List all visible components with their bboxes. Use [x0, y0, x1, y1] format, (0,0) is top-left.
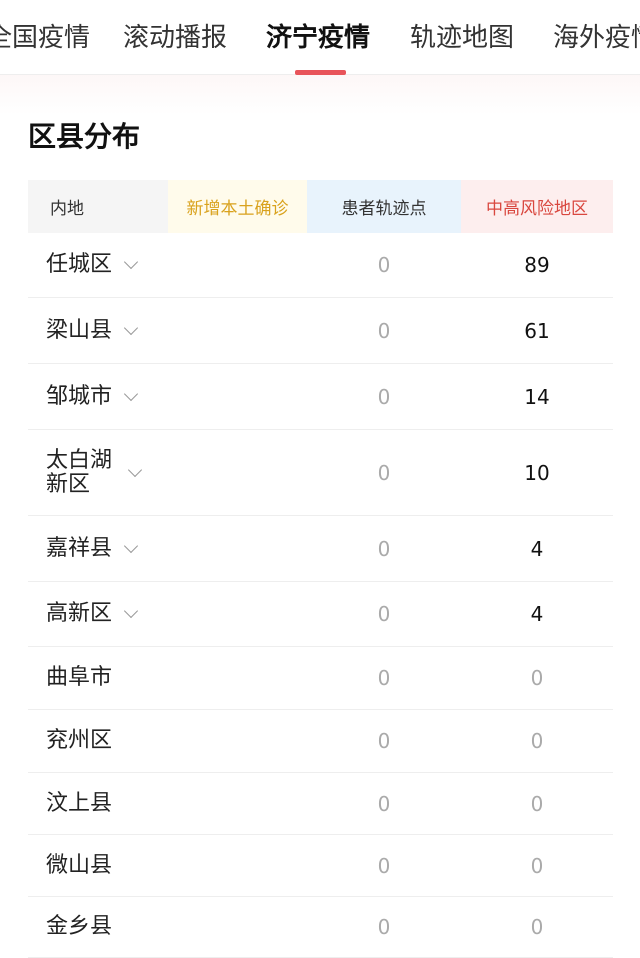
- tab-bar: 全国疫情 滚动播报 济宁疫情 轨迹地图 海外疫情: [0, 0, 640, 75]
- district-cell[interactable]: 太白湖新区: [28, 447, 168, 497]
- district-table: 内地 新增本土确诊 患者轨迹点 中高风险地区 任城区 0 89 梁山县 0 61 邹城市 0 1…: [28, 180, 613, 958]
- tab-national[interactable]: 全国疫情: [0, 23, 91, 53]
- table-row: 兖州区 0 0: [28, 710, 613, 773]
- section-title: 区县分布: [28, 120, 141, 153]
- chevron-down-icon[interactable]: [128, 462, 143, 477]
- district-cell[interactable]: 邹城市: [28, 383, 168, 409]
- district-cell: 金乡县: [28, 915, 168, 939]
- risk-areas-value: 4: [530, 602, 544, 626]
- chevron-down-icon[interactable]: [123, 603, 139, 619]
- trail-points-value: 0: [377, 666, 391, 690]
- chevron-down-icon[interactable]: [123, 320, 139, 335]
- active-tab-indicator: [295, 70, 346, 75]
- district-name: 邹城市: [46, 383, 113, 409]
- trail-points-value: 0: [377, 791, 391, 816]
- district-cell[interactable]: 任城区: [28, 253, 168, 277]
- risk-areas-value: 0: [530, 791, 544, 816]
- chevron-down-icon[interactable]: [123, 538, 139, 553]
- header-trail-points: 患者轨迹点: [307, 180, 461, 233]
- tab-jining[interactable]: 济宁疫情: [266, 23, 371, 53]
- table-row: 汶上县 0 0: [28, 773, 613, 835]
- trail-points-value: 0: [377, 384, 391, 409]
- district-cell[interactable]: 高新区: [28, 602, 168, 626]
- district-name: 汶上县: [46, 790, 113, 816]
- trail-points-value: 0: [377, 729, 391, 753]
- district-name: 梁山县: [46, 317, 113, 343]
- trail-points-value: 0: [377, 915, 391, 939]
- table-row[interactable]: 邹城市 0 14: [28, 364, 613, 430]
- risk-areas-value: 0: [530, 915, 544, 939]
- district-cell: 曲阜市: [28, 666, 168, 690]
- district-cell: 兖州区: [28, 729, 168, 753]
- header-risk-areas: 中高风险地区: [461, 180, 613, 233]
- risk-areas-value: 4: [530, 536, 544, 561]
- header-new-confirmed: 新增本土确诊: [168, 180, 307, 233]
- table-row: 金乡县 0 0: [28, 897, 613, 958]
- table-row[interactable]: 梁山县 0 61: [28, 298, 613, 364]
- district-name: 金乡县: [46, 914, 113, 939]
- table-row[interactable]: 高新区 0 4: [28, 582, 613, 647]
- risk-areas-value: 10: [524, 460, 550, 485]
- trail-points-value: 0: [377, 460, 391, 485]
- trail-points-value: 0: [377, 318, 391, 343]
- trail-points-value: 0: [377, 253, 391, 277]
- district-cell: 微山县: [28, 852, 168, 878]
- tab-track-map[interactable]: 轨迹地图: [410, 23, 515, 53]
- trail-points-value: 0: [377, 536, 391, 561]
- district-name: 高新区: [46, 601, 113, 626]
- header-region: 内地: [28, 180, 168, 233]
- table-row[interactable]: 嘉祥县 0 4: [28, 516, 613, 582]
- district-cell: 汶上县: [28, 790, 168, 816]
- risk-areas-value: 61: [524, 318, 550, 343]
- district-name: 曲阜市: [46, 665, 113, 690]
- district-name: 任城区: [46, 252, 113, 277]
- district-cell[interactable]: 嘉祥县: [28, 535, 168, 561]
- risk-areas-value: 0: [530, 853, 544, 878]
- tab-overseas[interactable]: 海外疫情: [553, 23, 640, 53]
- risk-areas-value: 14: [524, 384, 550, 409]
- risk-areas-value: 0: [530, 666, 544, 690]
- district-cell[interactable]: 梁山县: [28, 317, 168, 343]
- district-name: 微山县: [46, 852, 113, 878]
- trail-points-value: 0: [377, 853, 391, 878]
- table-row: 微山县 0 0: [28, 835, 613, 897]
- trail-points-value: 0: [377, 602, 391, 626]
- district-name: 兖州区: [46, 728, 113, 753]
- district-name: 太白湖新区: [46, 447, 113, 497]
- table-row: 曲阜市 0 0: [28, 647, 613, 710]
- risk-areas-value: 89: [524, 253, 550, 277]
- risk-areas-value: 0: [530, 729, 544, 753]
- chevron-down-icon[interactable]: [123, 254, 139, 270]
- table-row[interactable]: 任城区 0 89: [28, 233, 613, 298]
- table-row[interactable]: 太白湖新区 0 10: [28, 430, 613, 516]
- tab-rolling-news[interactable]: 滚动播报: [123, 23, 228, 53]
- district-name: 嘉祥县: [46, 535, 113, 561]
- chevron-down-icon[interactable]: [123, 386, 139, 401]
- table-header: 内地 新增本土确诊 患者轨迹点 中高风险地区: [28, 180, 613, 233]
